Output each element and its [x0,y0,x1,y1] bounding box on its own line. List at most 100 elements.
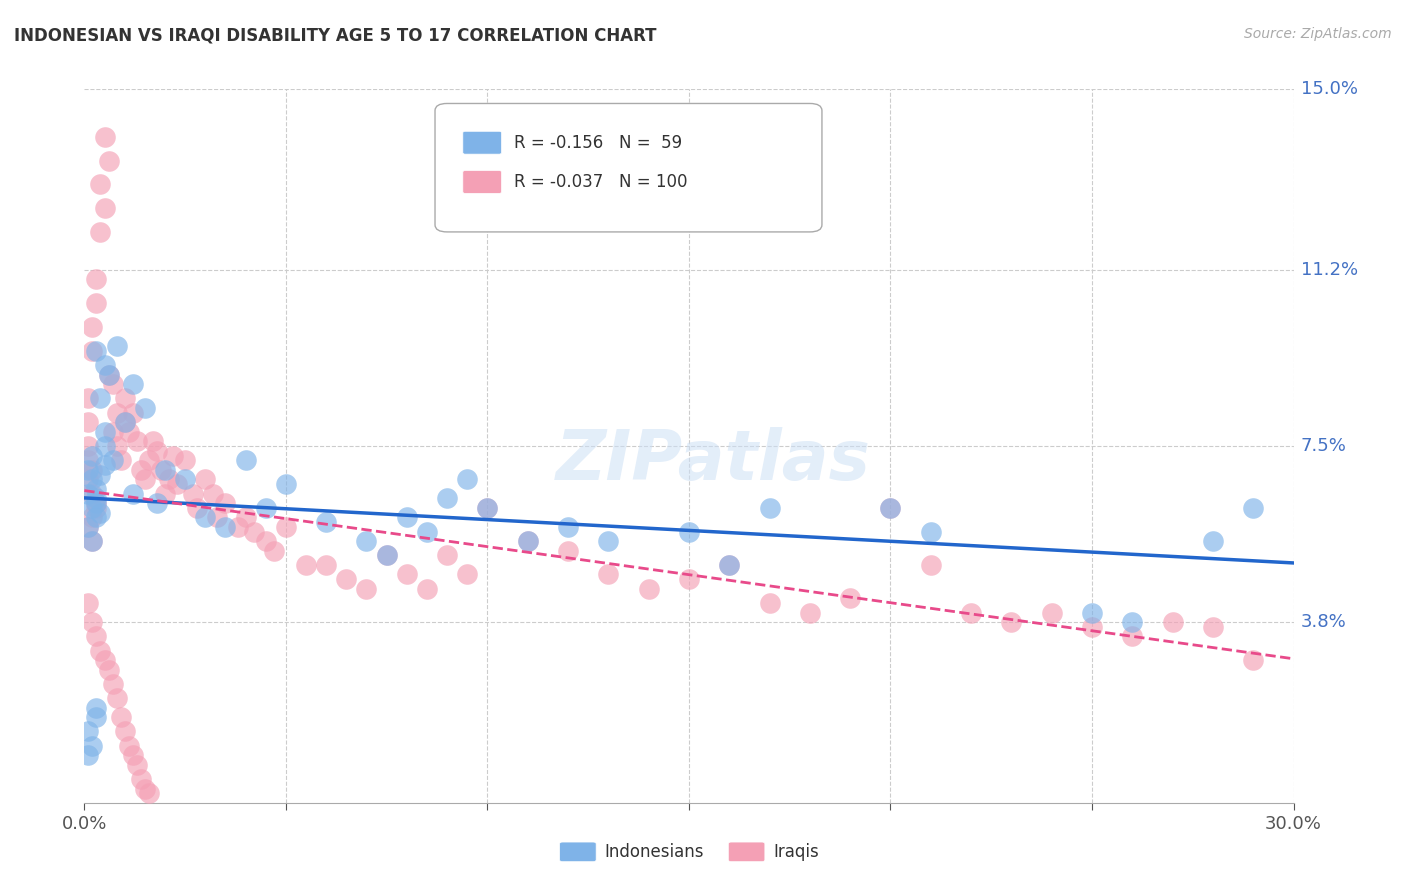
Point [395,567,418,582]
Point [456,567,478,582]
Text: 15.0%: 15.0% [1301,80,1358,98]
Point [242,524,264,539]
Point [1000,615,1022,629]
Point [77,463,100,477]
Point [114,415,136,429]
Point [97,663,120,677]
Point [436,491,458,506]
Point [920,524,942,539]
Point [356,534,378,549]
Point [799,606,821,620]
Point [226,520,249,534]
Point [214,520,236,534]
Point [86,510,108,524]
Point [86,500,108,515]
Point [718,558,741,572]
Point [86,496,108,510]
Point [89,467,111,482]
Point [839,591,862,606]
Text: 11.2%: 11.2% [1301,261,1358,279]
Point [477,500,499,515]
Point [89,225,111,239]
Point [138,453,160,467]
Point [718,558,741,572]
Point [356,582,378,596]
Point [89,392,111,406]
Point [1161,615,1184,629]
Point [77,486,100,500]
Point [82,534,104,549]
Point [202,486,225,500]
Point [82,449,104,463]
Point [758,596,780,610]
Point [678,572,700,586]
Point [598,567,620,582]
Point [174,453,197,467]
Point [93,458,115,472]
Text: 3.8%: 3.8% [1301,613,1347,631]
Point [77,724,100,739]
Point [110,710,132,724]
Point [516,534,538,549]
Point [93,201,115,215]
Text: R = -0.156   N =  59: R = -0.156 N = 59 [513,134,682,152]
Point [1040,606,1063,620]
Point [138,786,160,800]
Point [77,439,100,453]
Point [110,453,132,467]
Point [1081,620,1104,634]
Point [121,748,143,763]
Point [456,472,478,486]
Point [82,739,104,753]
Text: INDONESIAN VS IRAQI DISABILITY AGE 5 TO 17 CORRELATION CHART: INDONESIAN VS IRAQI DISABILITY AGE 5 TO … [14,27,657,45]
Point [121,377,143,392]
Point [129,463,152,477]
Point [254,500,277,515]
Point [416,582,439,596]
Point [153,486,176,500]
Point [879,500,901,515]
Text: Source: ZipAtlas.com: Source: ZipAtlas.com [1244,27,1392,41]
Point [134,472,156,486]
Point [82,343,104,358]
Point [678,524,700,539]
Point [82,486,104,500]
Point [77,596,100,610]
Point [1081,606,1104,620]
Point [477,500,499,515]
Point [1241,500,1264,515]
Point [86,343,108,358]
Point [315,515,337,529]
Point [295,558,318,572]
Point [134,401,156,415]
Point [114,392,136,406]
FancyBboxPatch shape [463,131,502,154]
Point [153,463,176,477]
Point [315,558,337,572]
Point [174,472,197,486]
Point [77,392,100,406]
Point [77,415,100,429]
Point [214,496,236,510]
Point [142,434,165,449]
Point [416,524,439,539]
Point [1121,615,1143,629]
Point [375,549,398,563]
Point [557,520,579,534]
Point [101,677,124,691]
Point [879,500,901,515]
Point [134,781,156,796]
Point [125,757,148,772]
Text: Indonesians: Indonesians [605,843,704,861]
Point [194,472,217,486]
Point [121,486,143,500]
Point [335,572,357,586]
Point [516,534,538,549]
Point [97,368,120,382]
Point [77,520,100,534]
Point [186,500,208,515]
Point [207,510,229,524]
Point [93,358,115,372]
Point [82,615,104,629]
Point [235,510,257,524]
